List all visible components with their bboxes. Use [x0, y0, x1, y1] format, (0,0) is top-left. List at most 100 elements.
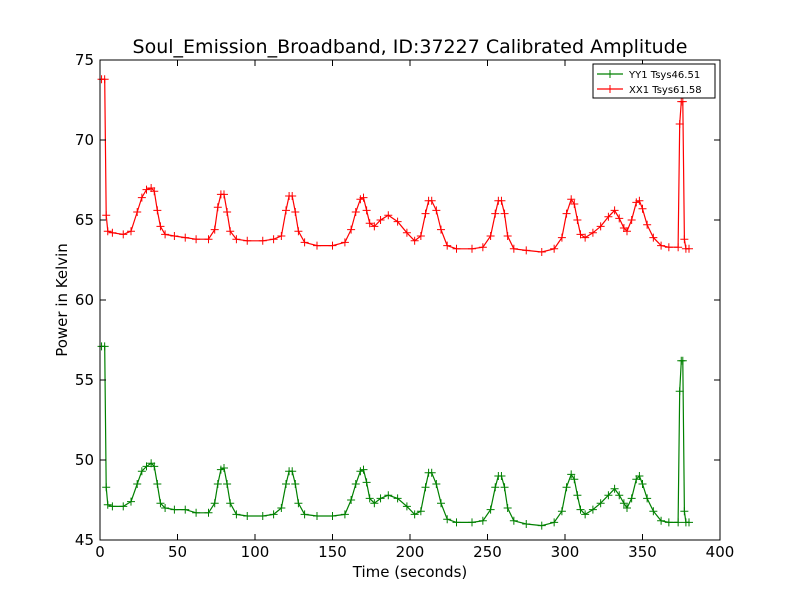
data-point [573, 216, 582, 224]
data-point [680, 235, 689, 244]
data-point [300, 238, 309, 247]
data-point [452, 518, 461, 527]
x-tick-label: 350 [628, 543, 657, 561]
data-point [432, 480, 441, 488]
legend-label: XX1 Tsys61.58 [629, 85, 702, 96]
data-point [362, 478, 371, 487]
data-point [421, 483, 430, 492]
data-point [550, 518, 559, 527]
data-point [150, 187, 159, 196]
data-point [282, 480, 290, 488]
data-point [643, 220, 652, 229]
data-point [351, 480, 360, 488]
data-point [393, 217, 402, 226]
data-point [243, 236, 252, 245]
data-point [119, 502, 128, 511]
data-point [562, 209, 571, 218]
data-point [588, 228, 597, 237]
data-point [557, 233, 566, 242]
data-point [610, 206, 619, 215]
data-point [573, 491, 582, 500]
y-tick-label: 60 [75, 291, 94, 309]
data-point [393, 494, 402, 503]
data-point [509, 516, 518, 525]
data-point [427, 196, 436, 205]
data-point [137, 467, 146, 476]
data-point [226, 499, 235, 508]
data-point [675, 387, 684, 396]
data-point [153, 480, 162, 488]
data-point [108, 228, 117, 237]
data-point [108, 502, 117, 511]
data-point [370, 499, 379, 508]
data-point [675, 120, 684, 128]
data-point [328, 512, 337, 520]
x-tick-label: 250 [473, 543, 502, 561]
data-point [376, 494, 385, 503]
data-point [402, 228, 411, 237]
legend: YY1 Tsys46.51 XX1 Tsys61.58 [592, 63, 716, 99]
data-point [664, 243, 673, 252]
data-point [223, 480, 232, 488]
data-point [232, 510, 241, 519]
data-point [161, 504, 170, 512]
data-point [619, 499, 628, 508]
data-point [376, 216, 385, 224]
data-point [170, 505, 179, 514]
y-tick-label: 45 [75, 531, 94, 549]
y-axis-label: Power in Kelvin [53, 243, 71, 357]
data-point [170, 232, 179, 240]
chart-title: Soul_Emission_Broadband, ID:37227 Calibr… [133, 36, 688, 58]
y-tick-label: 50 [75, 451, 94, 469]
data-point [100, 75, 109, 84]
data-point [557, 507, 566, 516]
data-point [468, 244, 476, 253]
data-point [581, 233, 590, 242]
data-point [365, 494, 374, 503]
data-point [537, 248, 546, 256]
data-point [522, 246, 531, 255]
data-point [638, 204, 647, 213]
data-point [576, 230, 585, 239]
data-point [437, 225, 445, 234]
data-point [576, 505, 585, 514]
data-point [213, 203, 222, 212]
data-point [340, 510, 349, 519]
data-point [269, 510, 278, 519]
data-point [213, 480, 222, 488]
data-point [210, 499, 219, 508]
data-point [288, 192, 297, 200]
data-point [427, 468, 436, 477]
data-point [192, 508, 201, 517]
data-point [220, 464, 228, 472]
data-point [223, 208, 232, 216]
data-point [680, 507, 689, 516]
data-point [657, 516, 666, 525]
data-point [649, 233, 658, 242]
data-point [478, 243, 487, 252]
data-point [437, 499, 445, 508]
legend-marker [606, 70, 614, 78]
data-point [674, 518, 683, 527]
data-point [486, 232, 495, 240]
x-tick-label: 400 [706, 543, 735, 561]
data-point [103, 227, 112, 236]
series-1 [97, 342, 693, 530]
series-2 [97, 75, 693, 256]
data-point [362, 206, 371, 215]
y-axis: 45 50 55 60 65 70 75 [75, 51, 720, 549]
data-point [384, 491, 393, 500]
data-point [192, 235, 201, 244]
data-point [347, 496, 356, 504]
data-point [142, 462, 151, 471]
data-point [291, 480, 300, 488]
data-point [142, 185, 151, 194]
data-point [567, 195, 576, 204]
data-point [497, 472, 506, 480]
x-axis-label: Time (seconds) [352, 563, 468, 581]
data-point [277, 232, 286, 240]
data-point [509, 244, 518, 253]
data-point [550, 244, 559, 253]
data-point [119, 230, 128, 239]
data-point [127, 497, 135, 506]
